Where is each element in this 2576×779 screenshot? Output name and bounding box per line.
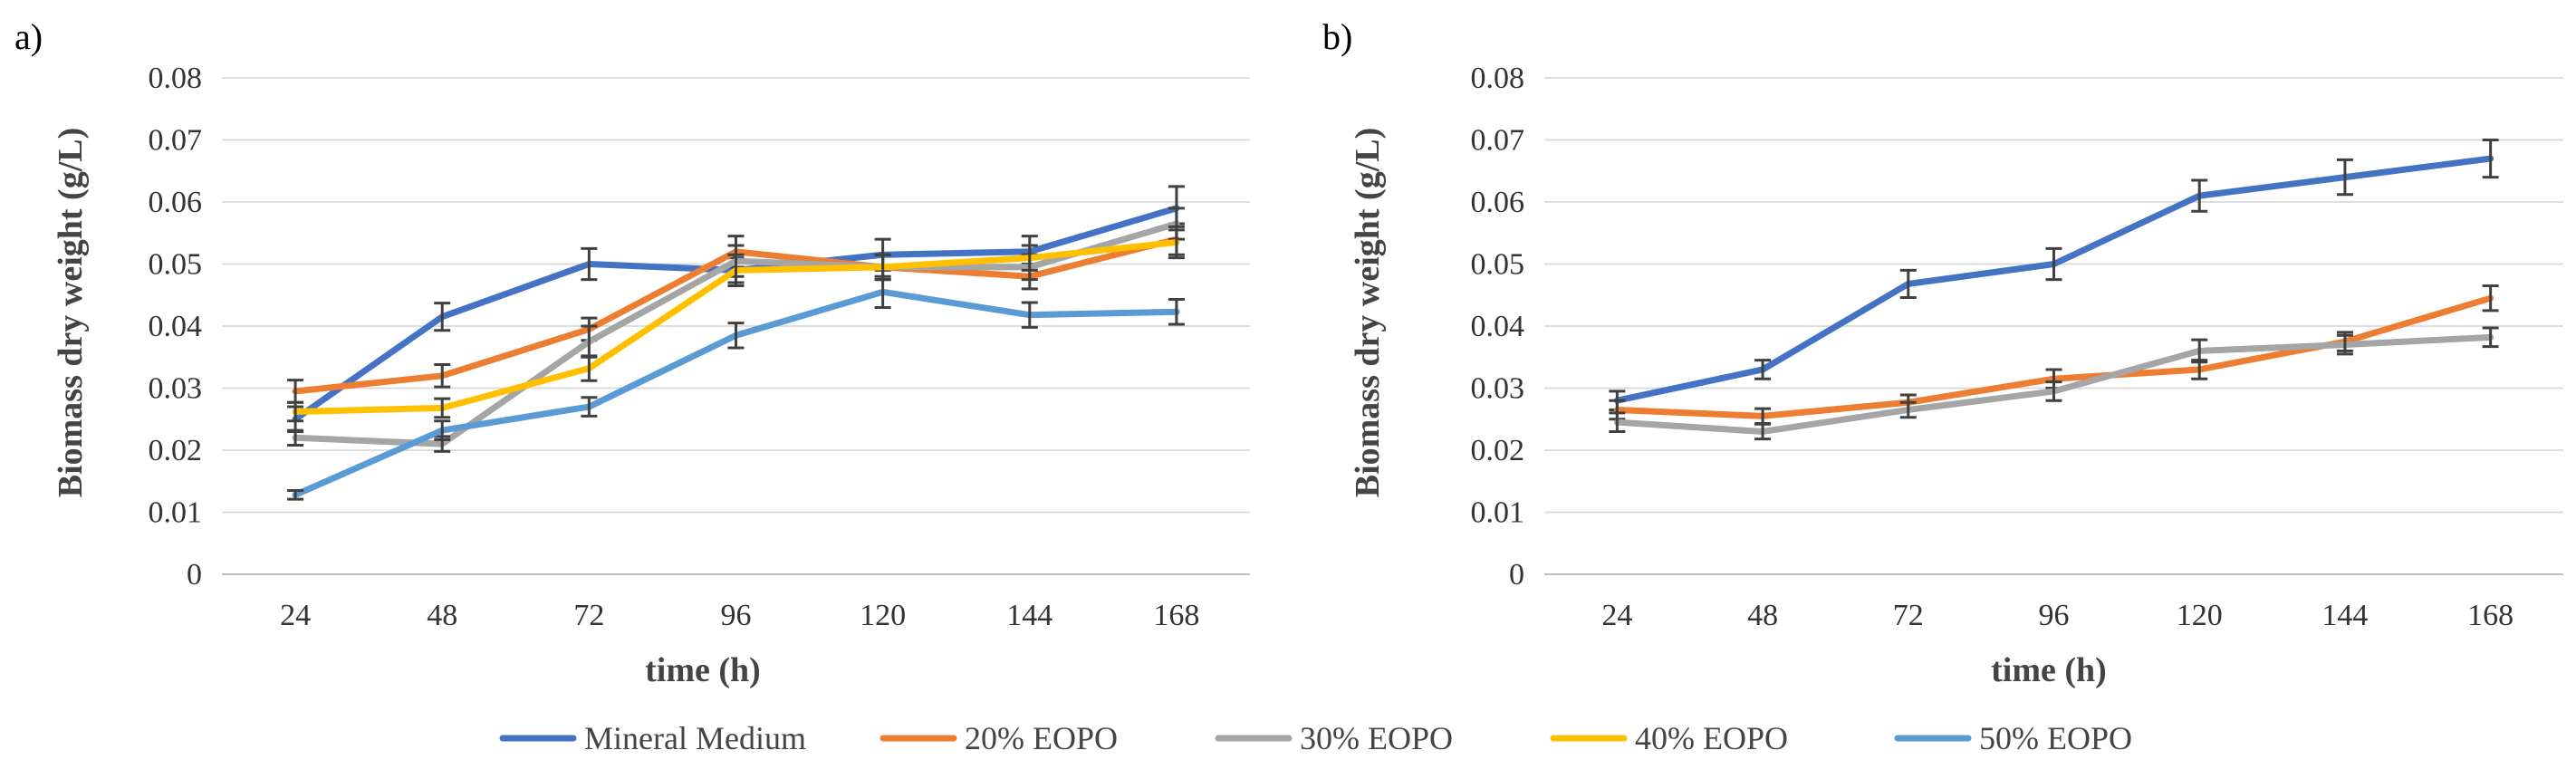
y-tick-label: 0.06 [1471,186,1525,219]
error-bar [874,274,891,309]
y-tick-label: 0.01 [149,496,203,530]
error-bar [1899,268,1917,299]
legend-label: 40% EOPO [1635,720,1788,756]
error-bar [2482,326,2499,349]
error-bar [2191,338,2208,364]
error-bar [2336,333,2353,356]
series-40-eopo [287,225,1185,423]
gridlines [1544,77,2563,575]
chart-panel-b: b) Biomass dry weight (g/L) time (h) 0 0.… [1322,16,2563,689]
x-tick-label: 144 [2321,599,2368,632]
y-tick-label: 0.07 [149,124,203,158]
series-20-eopo [1609,284,2499,426]
x-tick-label: 72 [1893,599,1924,632]
x-axis-title-a: time (h) [645,651,761,689]
error-bar [2482,139,2499,179]
error-bar [581,246,598,282]
error-bar [1168,225,1185,260]
y-tick-label: 0.08 [149,62,203,95]
error-bar [2045,380,2062,402]
y-tick-label: 0 [1509,558,1524,591]
series-50-eopo [287,274,1185,501]
x-axis-title-b: time (h) [1991,651,2107,689]
legend-item: 50% EOPO [1894,720,2132,756]
error-bar [2336,158,2353,197]
x-tick-label: 96 [721,599,752,632]
chart-panel-a: a) Biomass dry weight (g/L) time (h) 0 0.… [14,16,1250,689]
y-tick-label: 0.08 [1471,62,1525,95]
x-tick-label: 120 [860,599,906,632]
legend-item: 20% EOPO [879,720,1118,756]
error-bar [287,400,304,423]
error-bar [1021,244,1038,272]
x-tick-label: 48 [427,599,457,632]
series-mineral-medium [1609,139,2499,411]
error-bar [2191,178,2208,213]
error-bar [434,302,451,332]
y-axis-title-a: Biomass dry weight (g/L) [52,128,90,498]
legend-label: Mineral Medium [584,720,806,756]
error-bar [1021,301,1038,329]
legend-label: 20% EOPO [965,720,1118,756]
error-bar [434,419,451,441]
error-bar [2045,246,2062,282]
x-tick-label: 24 [1601,599,1632,632]
error-bar [727,322,745,350]
panel-label-b: b) [1322,16,1352,57]
error-bar [1609,411,1626,433]
error-bar [287,428,304,447]
x-tick-label: 48 [1747,599,1778,632]
error-bar [2482,284,2499,313]
x-tick-label: 72 [573,599,604,632]
error-bar [727,253,745,287]
y-tick-label: 0.04 [149,310,203,343]
y-tick-label: 0.03 [149,372,203,406]
y-tick-label: 0.02 [149,434,203,467]
panel-label-a: a) [14,16,43,57]
y-axis-title-b: Biomass dry weight (g/L) [1349,128,1387,498]
y-tick-label: 0 [187,558,202,591]
error-bar [434,397,451,419]
y-tick-label: 0.04 [1471,310,1525,343]
series-mineral-medium [287,185,1185,433]
x-tick-label: 168 [2467,599,2514,632]
x-tick-label: 120 [2177,599,2223,632]
error-bar [1899,400,1917,419]
error-bar [287,489,304,501]
y-tick-label: 0.07 [1471,124,1525,158]
legend-label: 30% EOPO [1300,720,1453,756]
error-bar [581,354,598,382]
error-bar [1754,359,1772,380]
legend-item: 40% EOPO [1550,720,1788,756]
error-bar [1168,298,1185,326]
error-bar [434,362,451,389]
series-30-eopo [1609,326,2499,441]
legend-label: 50% EOPO [1979,720,2132,756]
y-tick-label: 0.01 [1471,496,1525,530]
y-tick-label: 0.02 [1471,434,1525,467]
y-tick-label: 0.03 [1471,372,1525,406]
error-bar [1754,422,1772,441]
x-tick-label: 24 [280,599,311,632]
legend-item: Mineral Medium [499,720,806,756]
legend-item: 30% EOPO [1215,720,1453,756]
error-bar [581,396,598,418]
x-tick-label: 96 [2039,599,2070,632]
x-tick-label: 168 [1153,599,1199,632]
y-tick-label: 0.06 [149,186,203,219]
x-tick-label: 144 [1006,599,1053,632]
legend: Mineral Medium 20% EOPO 30% EOPO 40% EOPO 50… [499,720,2132,756]
y-tick-label: 0.05 [149,248,203,282]
y-tick-label: 0.05 [1471,248,1525,282]
